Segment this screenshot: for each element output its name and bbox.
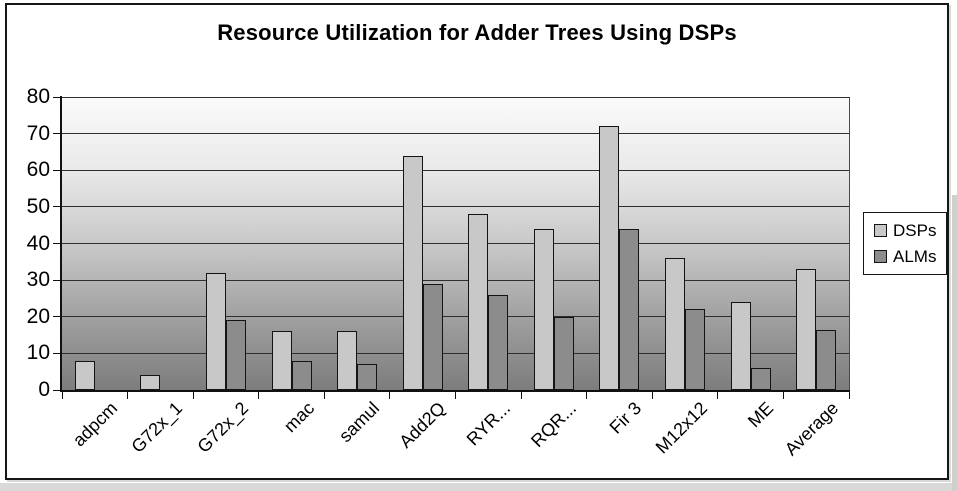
x-tick-8 bbox=[586, 392, 588, 399]
y-tick-70 bbox=[53, 133, 60, 135]
y-tick-30 bbox=[53, 279, 60, 281]
gridline-60 bbox=[62, 169, 849, 171]
bar-alms-fir3 bbox=[619, 229, 639, 390]
bar-dsps-g72x1 bbox=[140, 375, 160, 390]
y-axis-label-20: 20 bbox=[26, 304, 50, 328]
gridline-10 bbox=[62, 352, 849, 354]
y-tick-40 bbox=[53, 243, 60, 244]
legend-swatch-alms bbox=[874, 250, 887, 263]
bar-dsps-me bbox=[731, 302, 751, 390]
bar-dsps-rqr bbox=[534, 229, 554, 390]
gridline-80 bbox=[62, 96, 849, 98]
x-tick-0 bbox=[61, 392, 63, 399]
y-axis-label-40: 40 bbox=[26, 231, 50, 255]
gridline-50 bbox=[62, 206, 849, 208]
bar-alms-samul bbox=[357, 364, 377, 390]
gridline-70 bbox=[62, 133, 849, 135]
y-axis-label-30: 30 bbox=[26, 268, 50, 292]
x-tick-1 bbox=[127, 392, 129, 399]
bar-dsps-g72x2 bbox=[206, 273, 226, 390]
page-right-strip bbox=[952, 195, 957, 491]
bar-dsps-adpcm bbox=[75, 361, 95, 390]
y-axis-label-80: 80 bbox=[26, 85, 50, 108]
bar-alms-mac bbox=[292, 361, 312, 390]
x-tick-4 bbox=[323, 392, 325, 399]
legend: DSPs ALMs bbox=[863, 212, 948, 275]
y-tick-20 bbox=[53, 316, 60, 318]
gridline-30 bbox=[62, 279, 849, 281]
x-tick-10 bbox=[717, 392, 719, 399]
y-axis-label-50: 50 bbox=[26, 194, 50, 218]
y-axis-label-0: 0 bbox=[38, 378, 50, 401]
x-tick-6 bbox=[455, 392, 456, 399]
x-tick-2 bbox=[192, 392, 194, 399]
bar-alms-me bbox=[751, 368, 771, 390]
gridline-20 bbox=[62, 316, 849, 318]
legend-entry-dsps: DSPs bbox=[874, 222, 936, 239]
x-tick-3 bbox=[258, 392, 260, 399]
bar-dsps-samul bbox=[337, 331, 357, 390]
y-axis-label-60: 60 bbox=[26, 158, 50, 182]
y-tick-80 bbox=[53, 96, 60, 98]
x-tick-5 bbox=[389, 392, 391, 399]
bar-alms-g72x2 bbox=[226, 320, 246, 390]
y-axis-label-10: 10 bbox=[26, 341, 50, 365]
chart-title: Resource Utilization for Adder Trees Usi… bbox=[217, 20, 737, 45]
x-tick-12 bbox=[848, 392, 850, 399]
gridline-40 bbox=[62, 243, 849, 244]
bar-dsps-average bbox=[796, 269, 816, 390]
x-axis-line bbox=[60, 390, 850, 392]
legend-entry-alms: ALMs bbox=[874, 248, 936, 265]
bar-dsps-m12x12 bbox=[665, 258, 685, 390]
bar-dsps-add2q bbox=[403, 156, 423, 390]
legend-label-dsps: DSPs bbox=[893, 221, 937, 240]
legend-label-alms: ALMs bbox=[893, 247, 937, 266]
y-axis-label-70: 70 bbox=[26, 121, 50, 145]
bar-alms-add2q bbox=[423, 284, 443, 390]
x-tick-11 bbox=[782, 392, 784, 399]
bar-dsps-mac bbox=[272, 331, 292, 390]
bar-dsps-fir3 bbox=[599, 126, 619, 390]
bar-alms-average bbox=[816, 330, 836, 390]
y-tick-60 bbox=[53, 169, 60, 171]
x-tick-9 bbox=[651, 392, 653, 399]
legend-swatch-dsps bbox=[874, 224, 887, 237]
bar-alms-ryr bbox=[488, 295, 508, 390]
page-bottom-strip bbox=[0, 483, 957, 491]
y-tick-10 bbox=[53, 352, 60, 354]
y-tick-0 bbox=[53, 389, 60, 391]
bar-dsps-ryr bbox=[468, 214, 488, 390]
x-tick-7 bbox=[520, 392, 522, 399]
bar-alms-m12x12 bbox=[685, 309, 705, 390]
bar-alms-rqr bbox=[554, 317, 574, 390]
y-tick-50 bbox=[53, 206, 60, 208]
y-axis-line bbox=[60, 96, 62, 392]
